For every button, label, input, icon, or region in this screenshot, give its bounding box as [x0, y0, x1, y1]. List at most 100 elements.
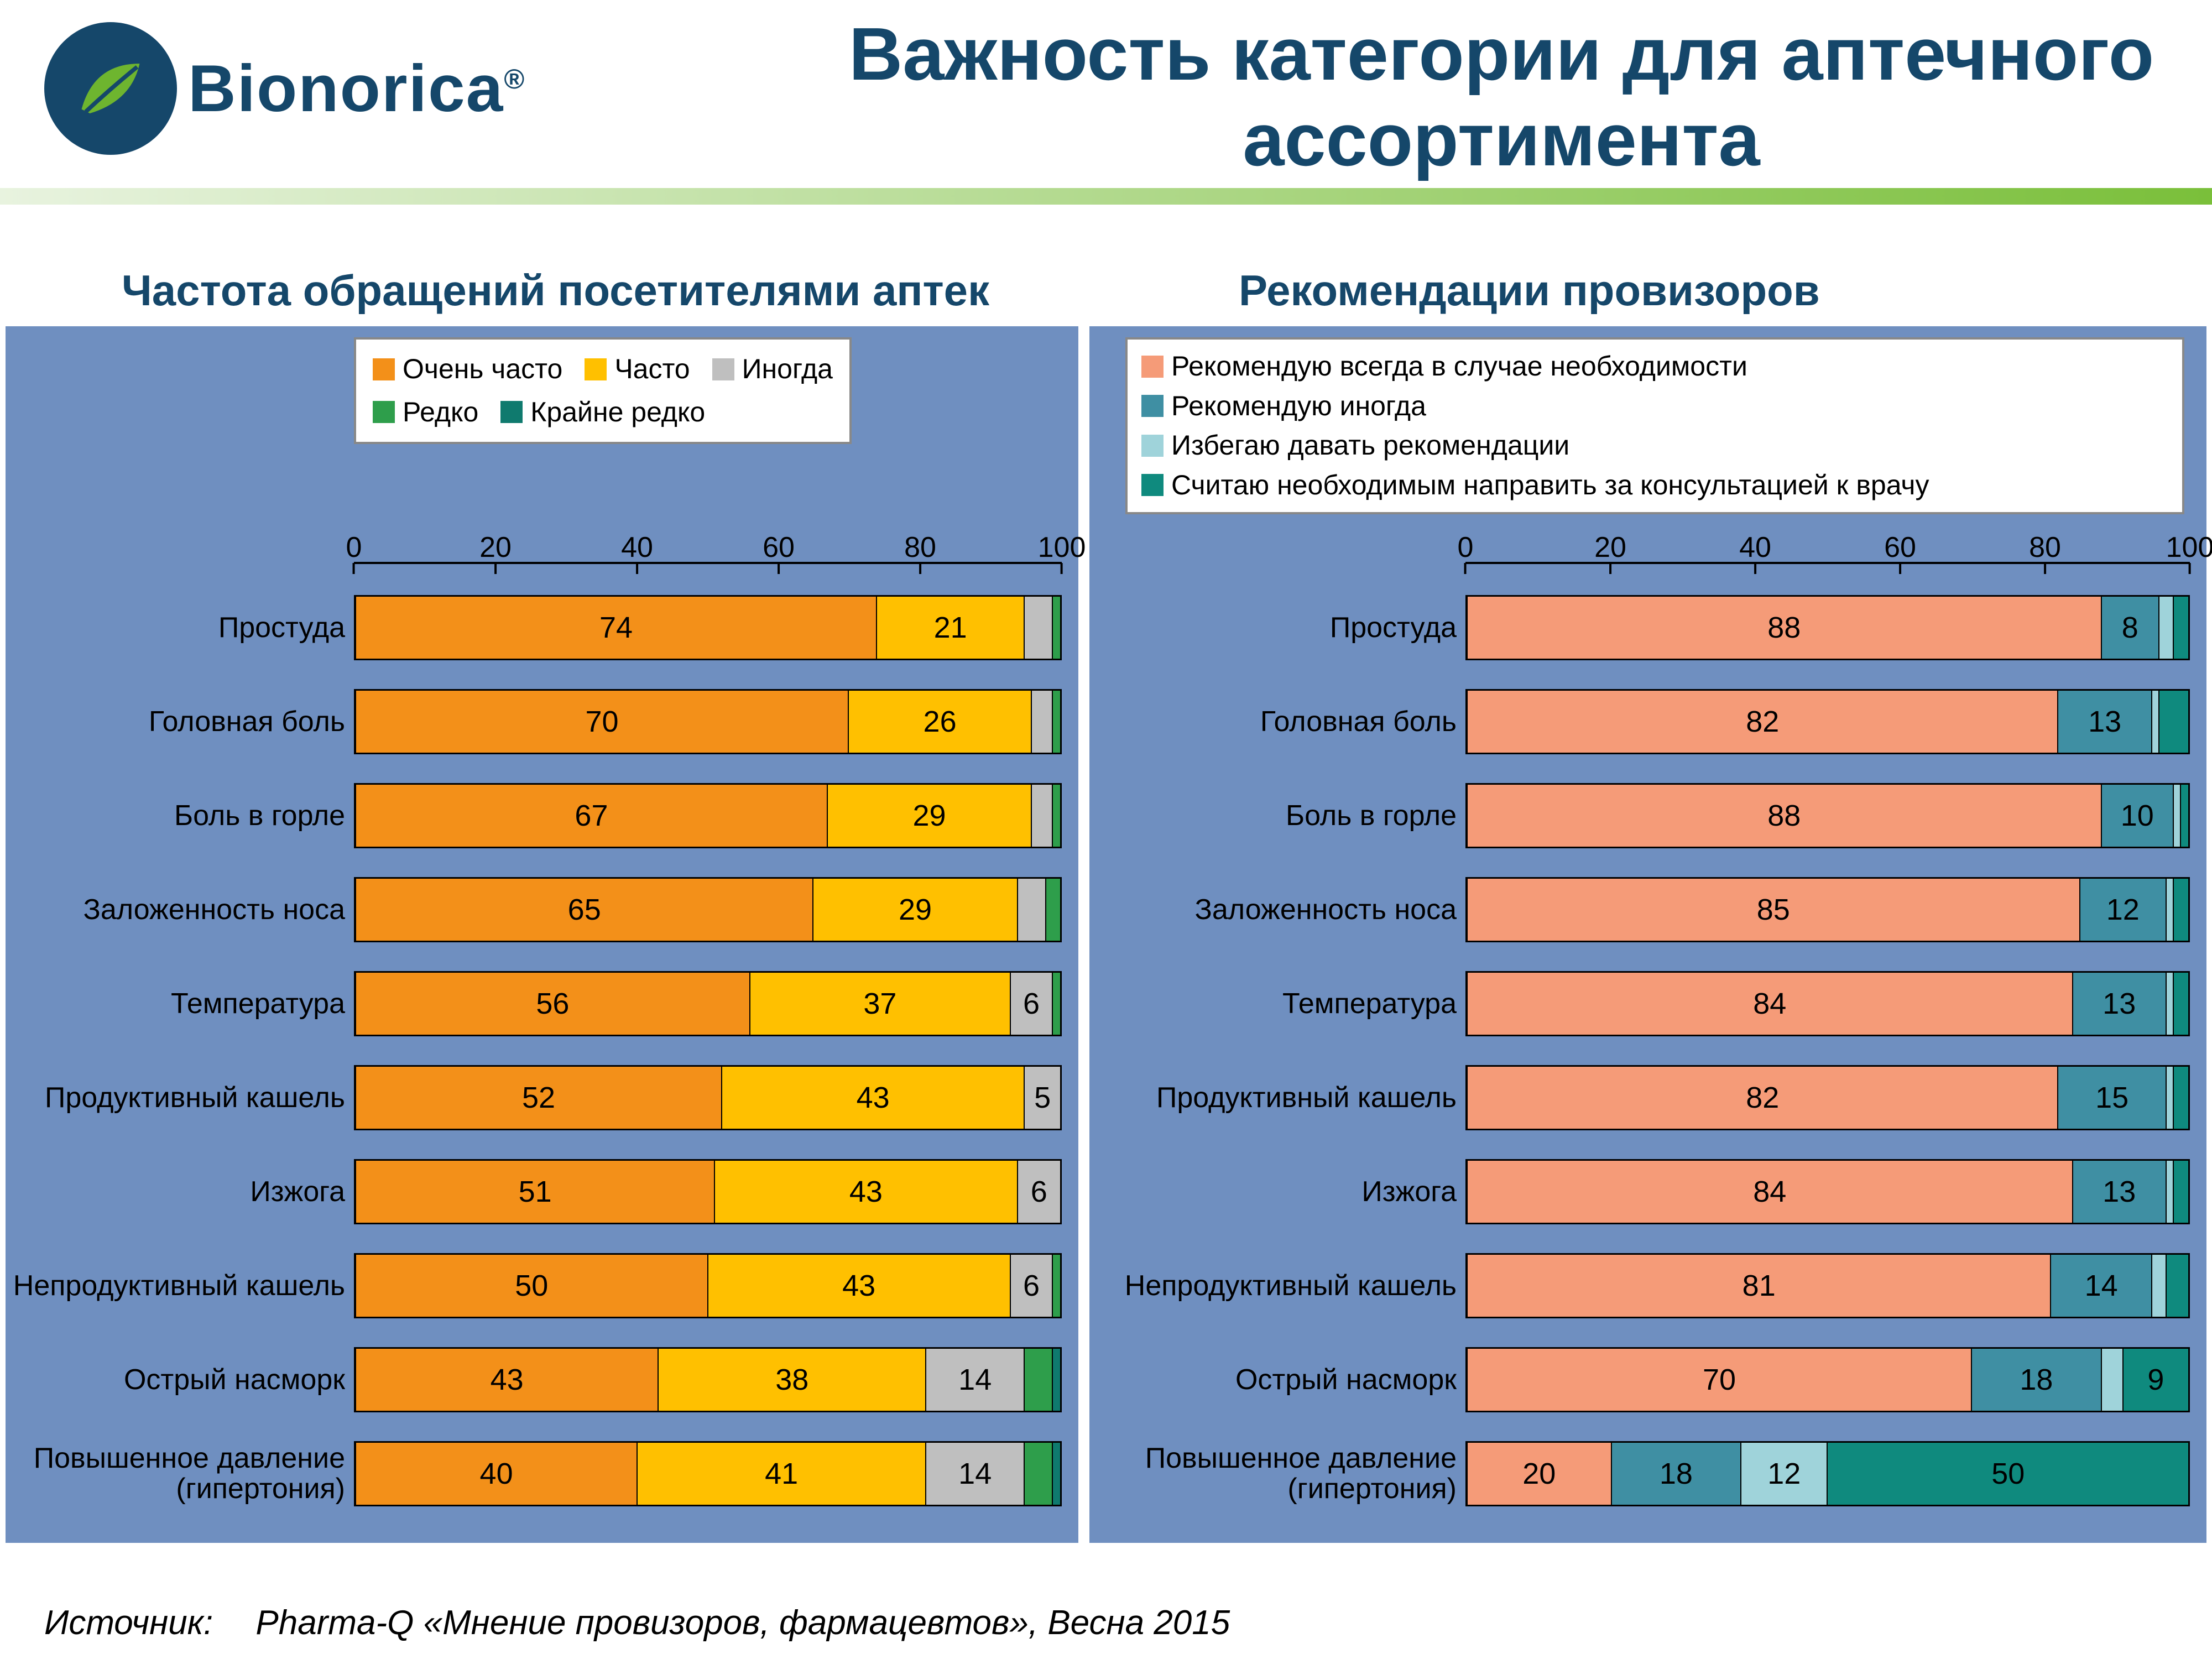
bar-segment: [2167, 1255, 2188, 1317]
bar-label: Простуда: [1089, 613, 1465, 643]
bar-label: Головная боль: [6, 707, 354, 737]
bar-track: 51436: [354, 1159, 1062, 1224]
bar-value: 70: [586, 705, 619, 739]
bar-label: Боль в горле: [6, 801, 354, 831]
bar-segment: 74: [356, 597, 877, 659]
chart-recommendation: Рекомендую всегда в случае необходимости…: [1089, 326, 2206, 1543]
bars-frequency: Простуда7421Головная боль7026Боль в горл…: [6, 581, 1062, 1532]
leaf-icon: [69, 47, 152, 130]
bar-value: 14: [2085, 1269, 2118, 1303]
legend-label: Крайне редко: [530, 394, 705, 431]
bar-row: Острый насморк70189: [1089, 1333, 2190, 1427]
bar-value: 12: [1767, 1457, 1801, 1491]
bar-row: Изжога51436: [6, 1145, 1062, 1239]
bar-segment: 12: [1741, 1443, 1828, 1505]
axis-tick: 40: [621, 531, 653, 564]
bar-value: 18: [1660, 1457, 1693, 1491]
bar-segment: [1046, 879, 1060, 941]
bar-segment: 43: [722, 1067, 1025, 1129]
bar-segment: [2167, 1161, 2174, 1223]
bar-value: 67: [575, 799, 608, 833]
subtitle-left: Частота обращений посетителями аптек: [122, 265, 989, 316]
bar-segment: 29: [828, 785, 1032, 847]
bar-row: Температура8413: [1089, 957, 2190, 1051]
bar-track: 8810: [1465, 783, 2190, 848]
legend-label: Избегаю давать рекомендации: [1171, 427, 1569, 465]
source-text: Pharma-Q «Мнение провизоров, фармацевтов…: [255, 1604, 1230, 1642]
legend-item: Крайне редко: [500, 394, 705, 431]
bar-segment: 40: [356, 1443, 638, 1505]
legend-item: Редко: [373, 394, 478, 431]
bar-segment: 13: [2073, 973, 2167, 1035]
bar-value: 29: [899, 893, 932, 927]
bar-row: Непродуктивный кашель50436: [6, 1239, 1062, 1333]
axis-tick: 40: [1739, 531, 1771, 564]
brand-logo: Bionorica®: [44, 22, 525, 155]
legend-swatch: [373, 358, 395, 380]
bar-row: Острый насморк433814: [6, 1333, 1062, 1427]
bar-track: 6529: [354, 877, 1062, 942]
legend-label: Рекомендую всегда в случае необходимости: [1171, 348, 1747, 385]
bar-segment: 18: [1972, 1349, 2102, 1411]
bar-segment: 13: [2073, 1161, 2167, 1223]
brand-name: Bionorica®: [188, 50, 525, 127]
bar-row: Температура56376: [6, 957, 1062, 1051]
legend-swatch: [1141, 356, 1164, 378]
bar-track: 8413: [1465, 971, 2190, 1036]
bar-segment: 50: [356, 1255, 708, 1317]
bar-row: Заложенность носа6529: [6, 863, 1062, 957]
bar-value: 43: [857, 1081, 890, 1115]
bar-value: 74: [599, 611, 633, 645]
bar-row: Головная боль7026: [6, 675, 1062, 769]
legend-swatch: [1141, 395, 1164, 417]
bar-row: Простуда7421: [6, 581, 1062, 675]
bar-segment: [1018, 879, 1046, 941]
bar-segment: 81: [1468, 1255, 2051, 1317]
bar-segment: [1053, 691, 1060, 753]
bar-row: Простуда888: [1089, 581, 2190, 675]
bar-value: 38: [775, 1363, 808, 1397]
bar-segment: 14: [2051, 1255, 2152, 1317]
bar-value: 20: [1522, 1457, 1556, 1491]
legend-item: Рекомендую всегда в случае необходимости: [1141, 348, 2168, 385]
bar-segment: [1025, 597, 1053, 659]
bar-segment: [2102, 1349, 2124, 1411]
bar-segment: 37: [750, 973, 1011, 1035]
bar-value: 43: [849, 1175, 883, 1209]
bar-value: 43: [842, 1269, 875, 1303]
legend-label: Редко: [403, 394, 478, 431]
bar-label: Непродуктивный кашель: [1089, 1271, 1465, 1301]
bar-segment: 20: [1468, 1443, 1612, 1505]
bar-track: 8512: [1465, 877, 2190, 942]
bar-segment: [1053, 973, 1060, 1035]
bar-row: Изжога8413: [1089, 1145, 2190, 1239]
bar-label: Повышенное давление (гипертония): [1089, 1443, 1465, 1504]
bars-recommendation: Простуда888Головная боль8213Боль в горле…: [1089, 581, 2190, 1532]
axis-tick: 20: [479, 531, 512, 564]
bar-segment: 56: [356, 973, 750, 1035]
bar-track: 8215: [1465, 1065, 2190, 1130]
bar-segment: [1032, 785, 1053, 847]
bar-segment: 84: [1468, 1161, 2073, 1223]
bar-value: 14: [958, 1363, 992, 1397]
bar-segment: [2174, 1067, 2188, 1129]
bar-segment: 70: [1468, 1349, 1972, 1411]
bar-track: 8413: [1465, 1159, 2190, 1224]
page-title: Важность категории для аптечного ассорти…: [813, 11, 2190, 183]
bar-row: Боль в горле8810: [1089, 769, 2190, 863]
bar-label: Изжога: [6, 1177, 354, 1207]
bar-value: 88: [1767, 611, 1801, 645]
bar-value: 41: [765, 1457, 798, 1491]
bar-segment: 21: [877, 597, 1025, 659]
bar-track: 20181250: [1465, 1441, 2190, 1506]
axis-tick: 0: [1458, 531, 1474, 564]
bar-segment: [1025, 1349, 1053, 1411]
bar-label: Температура: [6, 989, 354, 1019]
legend-item: Очень часто: [373, 351, 562, 388]
legend-swatch: [712, 358, 734, 380]
bar-row: Заложенность носа8512: [1089, 863, 2190, 957]
decor-green-bar: [0, 188, 2212, 205]
bar-label: Продуктивный кашель: [6, 1083, 354, 1113]
bar-value: 8: [2122, 611, 2138, 645]
bar-track: 888: [1465, 595, 2190, 660]
